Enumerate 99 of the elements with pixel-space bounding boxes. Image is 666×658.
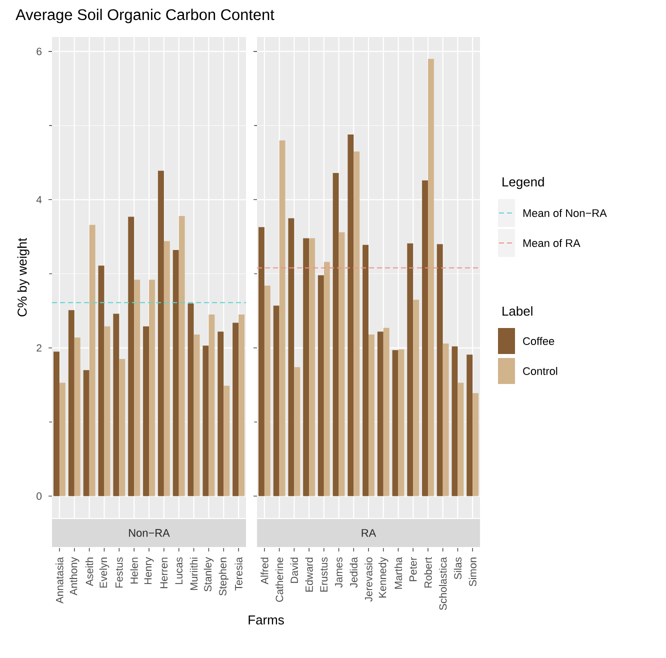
- x-tick-label: Evelyn: [99, 558, 110, 588]
- bar: [422, 180, 428, 496]
- bar: [362, 244, 369, 496]
- x-tick-label: Jedida: [350, 557, 358, 588]
- bar: [172, 250, 179, 496]
- x-tick-label: Teresia: [234, 557, 242, 590]
- bar: [164, 241, 170, 496]
- bar: [128, 216, 134, 496]
- bar: [208, 314, 215, 496]
- bar: [332, 172, 339, 496]
- bar: [338, 232, 345, 496]
- bar: [428, 58, 434, 496]
- bar: [452, 346, 458, 496]
- x-tick-label: Lucas: [175, 557, 183, 584]
- x-tick-label: Simon: [468, 558, 476, 586]
- x-tick-label: David: [290, 558, 298, 583]
- bar: [188, 303, 194, 496]
- bar: [59, 382, 66, 496]
- bar: [392, 350, 398, 496]
- bar: [202, 346, 209, 496]
- bar: [264, 286, 270, 496]
- x-tick-label: Erustus: [320, 557, 328, 592]
- bar: [134, 280, 140, 496]
- y-axis-title: C% by weight: [17, 238, 30, 316]
- bar: [309, 238, 315, 496]
- x-tick-label: Aseith: [85, 558, 94, 586]
- x-tick-label: Alfred: [260, 558, 268, 584]
- bar: [238, 314, 245, 496]
- x-tick-label: Jerevasio: [364, 557, 372, 602]
- legend-label: Control: [523, 366, 558, 376]
- bar: [98, 266, 104, 496]
- x-tick-label: Silas: [454, 557, 462, 580]
- x-tick-label: Annatasia: [56, 557, 64, 604]
- y-tick-label: 2: [36, 344, 42, 352]
- bar: [466, 354, 473, 496]
- text: RA: [362, 529, 376, 537]
- chart-title: Average Soil Organic Carbon Content: [16, 8, 274, 24]
- legend-label: Coffee: [523, 336, 554, 346]
- x-tick-label: Stanley: [204, 557, 214, 592]
- x-tick-label: Edward: [305, 558, 313, 592]
- bar: [294, 367, 300, 496]
- bar: [113, 314, 120, 496]
- bar: [377, 332, 384, 496]
- bar: [74, 338, 80, 496]
- x-tick-label: Robert: [424, 557, 432, 588]
- bar: [458, 382, 464, 496]
- bar: [348, 134, 354, 496]
- bar: [413, 300, 420, 496]
- text: Non−RA: [129, 529, 170, 537]
- bar: [258, 227, 264, 496]
- bar: [143, 326, 150, 496]
- x-tick-label: Peter: [409, 557, 417, 582]
- bar: [368, 334, 374, 496]
- legend-title: Label: [502, 306, 532, 316]
- bar: [436, 244, 443, 496]
- x-tick-label: Muriithi: [190, 558, 198, 590]
- bar: [218, 332, 224, 496]
- bar: [273, 306, 280, 496]
- bar: [232, 322, 239, 496]
- bar: [158, 170, 164, 496]
- x-tick-label: Henry: [144, 557, 154, 584]
- legend-title: Legend: [502, 176, 544, 190]
- x-tick-label: Stephen: [218, 558, 228, 596]
- y-tick-label: 6: [36, 48, 42, 56]
- x-tick-label: Herren: [160, 558, 168, 588]
- bar: [442, 343, 449, 496]
- bar: [288, 218, 294, 496]
- bar: [324, 262, 330, 496]
- bar: [149, 280, 155, 496]
- y-tick-label: 4: [36, 196, 42, 204]
- bar: [383, 328, 390, 496]
- x-tick-label: James: [335, 557, 342, 588]
- x-tick-label: Festus: [116, 557, 123, 588]
- legend-label: Mean of RA: [523, 238, 580, 248]
- bar: [83, 370, 90, 496]
- y-tick-label: 0: [36, 492, 42, 500]
- bar: [318, 275, 324, 496]
- legend-label: Mean of Non−RA: [523, 208, 607, 218]
- bar: [407, 243, 414, 496]
- bar: [194, 334, 200, 496]
- bar: [119, 359, 126, 496]
- x-tick-label: Catherine: [275, 557, 284, 602]
- bar: [104, 326, 110, 496]
- bar: [89, 224, 96, 496]
- bar: [54, 352, 60, 496]
- x-tick-label: Helen: [130, 558, 138, 584]
- bar: [354, 151, 360, 496]
- bar: [472, 393, 479, 496]
- x-axis-title: Farms: [248, 615, 284, 624]
- x-tick-label: Kennedy: [378, 557, 388, 598]
- bar: [224, 386, 230, 496]
- x-tick-label: Martha: [394, 557, 402, 589]
- x-tick-label: Anthony: [70, 557, 80, 596]
- bar: [68, 310, 74, 496]
- bar: [303, 238, 310, 496]
- bar: [279, 140, 286, 496]
- x-tick-label: Scholastica: [439, 557, 447, 610]
- bar: [178, 216, 185, 496]
- bar: [398, 349, 404, 496]
